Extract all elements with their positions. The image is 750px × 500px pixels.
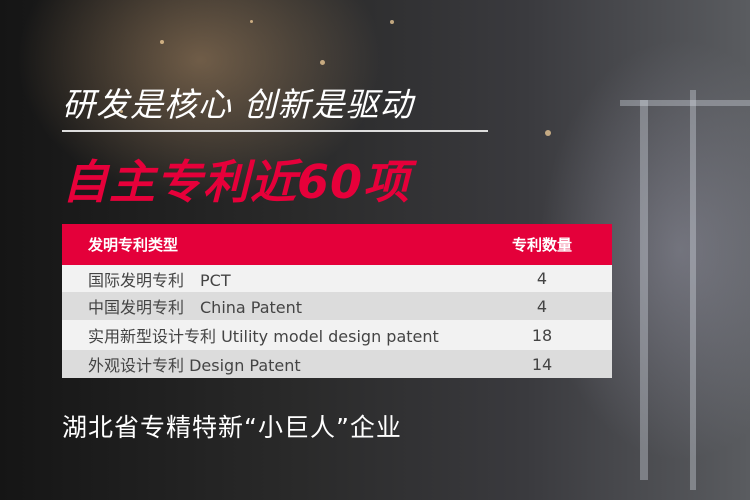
header-count: 专利数量	[511, 236, 572, 254]
table-row: 国际发明专利 PCT 4	[62, 265, 612, 292]
subheadline: 自主专利近60项	[62, 155, 411, 209]
cell-count: 18	[531, 325, 553, 345]
table-row: 中国发明专利 China Patent 4	[62, 292, 612, 320]
cell-type: 外观设计专利 Design Patent	[88, 356, 301, 375]
cell-count: 4	[536, 269, 548, 288]
header-type: 发明专利类型	[88, 236, 179, 254]
cell-type: 实用新型设计专利 Utility model design patent	[88, 327, 439, 346]
cell-count: 14	[531, 354, 553, 374]
cell-count: 4	[536, 296, 548, 316]
footer-text: 湖北省专精特新“小巨人”企业	[62, 413, 402, 442]
patent-table: 发明专利类型 专利数量 国际发明专利 PCT 4 中国发明专利 China Pa…	[62, 224, 612, 378]
divider	[62, 130, 488, 132]
table-row: 外观设计专利 Design Patent 14	[62, 350, 612, 378]
table-header: 发明专利类型 专利数量	[62, 224, 612, 265]
cell-type: 国际发明专利 PCT	[88, 270, 231, 290]
table-row: 实用新型设计专利 Utility model design patent 18	[62, 320, 612, 350]
headline: 研发是核心 创新是驱动	[62, 85, 414, 124]
cell-type: 中国发明专利 China Patent	[88, 298, 303, 317]
